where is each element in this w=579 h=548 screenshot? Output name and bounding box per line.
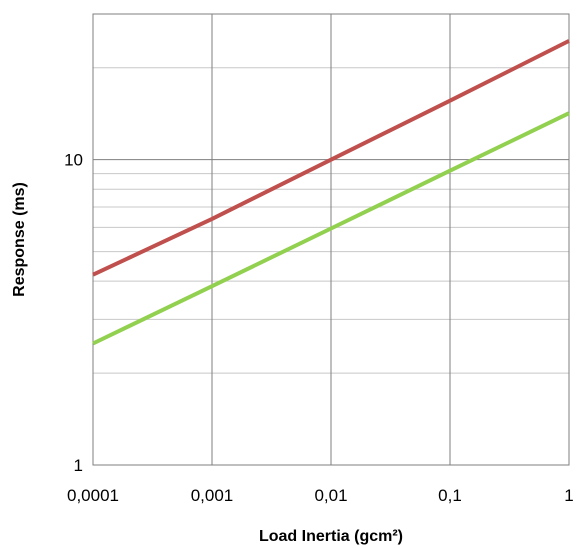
y-tick-label: 10 [64,151,83,170]
x-axis-title: Load Inertia (gcm²) [259,528,403,545]
x-tick-label: 0,01 [314,486,347,505]
y-tick-label: 1 [74,456,83,475]
y-tick-labels: 1 10 [64,151,83,475]
series-line-2 [92,111,570,346]
x-tick-label: 1 [564,486,573,505]
x-tick-label: 0,001 [191,486,234,505]
plot-frame [92,13,570,466]
series-line-1 [92,39,570,277]
x-tick-labels: 0,0001 0,001 0,01 0,1 1 [67,486,574,505]
y-axis-title: Response (ms) [11,182,28,297]
series-layer [92,39,570,346]
x-tick-label: 0,0001 [67,486,119,505]
x-tick-label: 0,1 [438,486,462,505]
